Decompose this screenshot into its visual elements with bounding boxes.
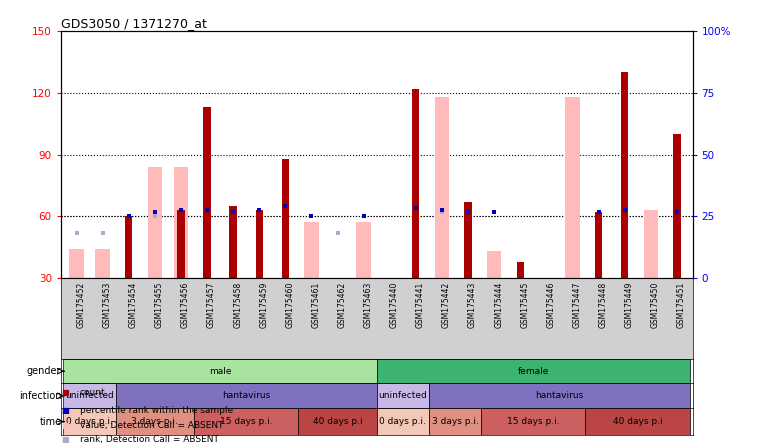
Bar <box>481 408 585 435</box>
Bar <box>464 202 472 278</box>
Text: GSM175453: GSM175453 <box>103 282 112 329</box>
Bar <box>298 408 377 435</box>
Text: GSM175454: GSM175454 <box>129 282 138 329</box>
Bar <box>595 212 602 278</box>
Text: count: count <box>80 388 106 397</box>
Text: GDS3050 / 1371270_at: GDS3050 / 1371270_at <box>61 17 207 30</box>
Text: GSM175444: GSM175444 <box>494 282 503 329</box>
Bar <box>356 222 371 278</box>
Text: percentile rank within the sample: percentile rank within the sample <box>80 406 233 415</box>
Text: 40 days p.i: 40 days p.i <box>313 417 362 426</box>
Text: GSM175459: GSM175459 <box>260 282 268 329</box>
Text: GSM175460: GSM175460 <box>285 282 295 329</box>
Text: ■: ■ <box>61 406 68 415</box>
Text: ■: ■ <box>61 435 68 444</box>
Text: time: time <box>40 416 62 427</box>
Bar <box>95 249 110 278</box>
Bar <box>63 359 377 384</box>
Bar <box>174 167 188 278</box>
Bar <box>377 408 429 435</box>
Text: value, Detection Call = ABSENT: value, Detection Call = ABSENT <box>80 421 224 430</box>
Bar <box>256 210 263 278</box>
Text: 0 days p.i.: 0 days p.i. <box>379 417 426 426</box>
Bar <box>429 384 690 408</box>
Bar <box>177 210 185 278</box>
Text: GSM175449: GSM175449 <box>625 282 634 329</box>
Text: GSM175446: GSM175446 <box>546 282 556 329</box>
Text: rank, Detection Call = ABSENT: rank, Detection Call = ABSENT <box>80 435 218 444</box>
Bar <box>435 97 449 278</box>
Bar <box>540 278 553 298</box>
Text: GSM175441: GSM175441 <box>416 282 425 328</box>
Bar <box>69 249 84 278</box>
Bar <box>412 89 419 278</box>
Bar <box>644 210 658 278</box>
Text: 3 days p.i.: 3 days p.i. <box>132 417 178 426</box>
Bar <box>63 384 116 408</box>
Text: infection: infection <box>19 391 62 401</box>
Bar <box>621 72 629 278</box>
Text: male: male <box>209 367 231 376</box>
Text: 15 days p.i.: 15 days p.i. <box>220 417 272 426</box>
Text: 0 days p.i.: 0 days p.i. <box>66 417 113 426</box>
Text: GSM175463: GSM175463 <box>364 282 373 329</box>
Text: 3 days p.i.: 3 days p.i. <box>431 417 479 426</box>
Text: female: female <box>517 367 549 376</box>
Text: GSM175456: GSM175456 <box>181 282 190 329</box>
Text: gender: gender <box>27 366 62 376</box>
Text: GSM175440: GSM175440 <box>390 282 399 329</box>
Text: GSM175450: GSM175450 <box>651 282 660 329</box>
Text: GSM175455: GSM175455 <box>154 282 164 329</box>
Bar <box>429 408 481 435</box>
Bar <box>383 278 397 298</box>
Bar <box>230 206 237 278</box>
Text: GSM175443: GSM175443 <box>468 282 477 329</box>
Text: GSM175447: GSM175447 <box>572 282 581 329</box>
Bar <box>203 107 211 278</box>
Text: GSM175457: GSM175457 <box>207 282 216 329</box>
Text: hantavirus: hantavirus <box>222 391 270 400</box>
Text: hantavirus: hantavirus <box>535 391 584 400</box>
Text: GSM175442: GSM175442 <box>442 282 451 328</box>
Text: uninfected: uninfected <box>378 391 427 400</box>
Text: ■: ■ <box>61 388 68 397</box>
Bar <box>487 251 501 278</box>
Text: ■: ■ <box>61 421 68 430</box>
Text: GSM175448: GSM175448 <box>599 282 607 328</box>
Text: GSM175445: GSM175445 <box>521 282 529 329</box>
Text: uninfected: uninfected <box>65 391 114 400</box>
Text: GSM175462: GSM175462 <box>338 282 346 328</box>
Text: 40 days p.i: 40 days p.i <box>613 417 663 426</box>
Bar <box>517 262 524 278</box>
Bar <box>673 134 680 278</box>
Text: 15 days p.i.: 15 days p.i. <box>507 417 559 426</box>
Bar <box>194 408 298 435</box>
Bar <box>63 408 116 435</box>
Bar <box>585 408 690 435</box>
Bar <box>125 216 132 278</box>
Text: GSM175461: GSM175461 <box>311 282 320 328</box>
Bar <box>565 97 580 278</box>
Bar <box>116 408 194 435</box>
Text: GSM175458: GSM175458 <box>233 282 242 328</box>
Text: GSM175451: GSM175451 <box>677 282 686 328</box>
Bar <box>377 384 429 408</box>
Bar <box>148 167 162 278</box>
Bar <box>282 159 289 278</box>
Bar <box>304 222 319 278</box>
Bar <box>377 359 690 384</box>
Bar <box>116 384 377 408</box>
Text: GSM175452: GSM175452 <box>77 282 85 328</box>
